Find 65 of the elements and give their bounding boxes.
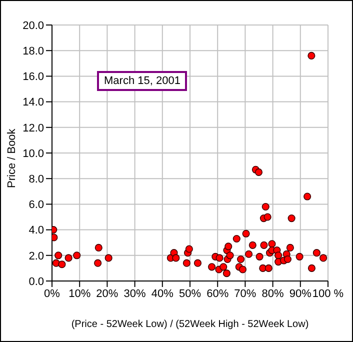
y-tick-label: 4.0	[28, 224, 44, 237]
point	[64, 254, 72, 262]
point	[172, 254, 180, 262]
point	[242, 230, 250, 238]
point	[226, 252, 234, 260]
point	[222, 270, 230, 278]
point	[237, 255, 245, 264]
x-tick-label: 20%	[96, 288, 118, 300]
point	[182, 259, 190, 267]
point	[268, 240, 276, 248]
x-tick-label: 30%	[124, 288, 146, 300]
y-tick-label: 18.0	[22, 46, 44, 58]
point	[262, 202, 270, 211]
point	[254, 168, 263, 176]
y-tick-label: 2.0	[28, 250, 44, 262]
point	[256, 252, 264, 260]
point	[264, 264, 272, 272]
x-tick-label: 80%	[262, 288, 284, 300]
point	[308, 52, 316, 60]
point	[194, 259, 202, 267]
y-tick-label: 14.0	[22, 96, 44, 109]
point	[232, 234, 240, 243]
x-tick-label: 90%	[289, 288, 312, 300]
x-tick-label: 10%	[68, 288, 91, 300]
x-tick-label: 60%	[206, 288, 229, 300]
point	[288, 214, 296, 222]
point	[73, 252, 81, 260]
point	[245, 250, 253, 258]
point	[54, 252, 62, 260]
point	[264, 213, 272, 221]
y-tick-label: 20.0	[22, 20, 44, 32]
point	[185, 245, 193, 253]
point	[224, 242, 232, 250]
point	[284, 255, 292, 264]
point	[58, 260, 66, 268]
y-tick-label: 8.0	[28, 174, 44, 186]
x-axis-title: (Price - 52Week Low) / (52Week High - 52Week Low)	[71, 319, 309, 330]
y-tick-label: 12.0	[22, 122, 44, 134]
point	[286, 244, 294, 252]
x-tick-label: 50%	[178, 288, 202, 300]
point	[104, 254, 112, 262]
y-tick-label: 0.0	[28, 276, 44, 288]
point	[296, 252, 304, 260]
point	[248, 241, 256, 249]
y-axis-title: Price / Book	[6, 128, 18, 188]
x-tick-label: 40%	[151, 288, 174, 300]
y-tick-label: 16.0	[22, 71, 44, 84]
x-tick-label: 0%	[44, 288, 60, 300]
point	[260, 241, 268, 249]
point	[308, 264, 316, 272]
x-tick-label: 100 %	[312, 288, 344, 300]
x-tick-label: 70%	[234, 288, 256, 300]
point	[208, 263, 216, 271]
point	[94, 259, 102, 267]
point	[312, 249, 320, 257]
point	[216, 254, 224, 262]
y-tick-label: 6.0	[28, 199, 44, 212]
point	[94, 244, 102, 252]
point	[238, 266, 246, 274]
y-tick-label: 10.0	[22, 148, 44, 160]
point	[320, 254, 328, 262]
note-box: March 15, 2001	[97, 71, 188, 91]
point	[274, 252, 282, 260]
point	[220, 263, 228, 271]
point	[304, 192, 312, 200]
